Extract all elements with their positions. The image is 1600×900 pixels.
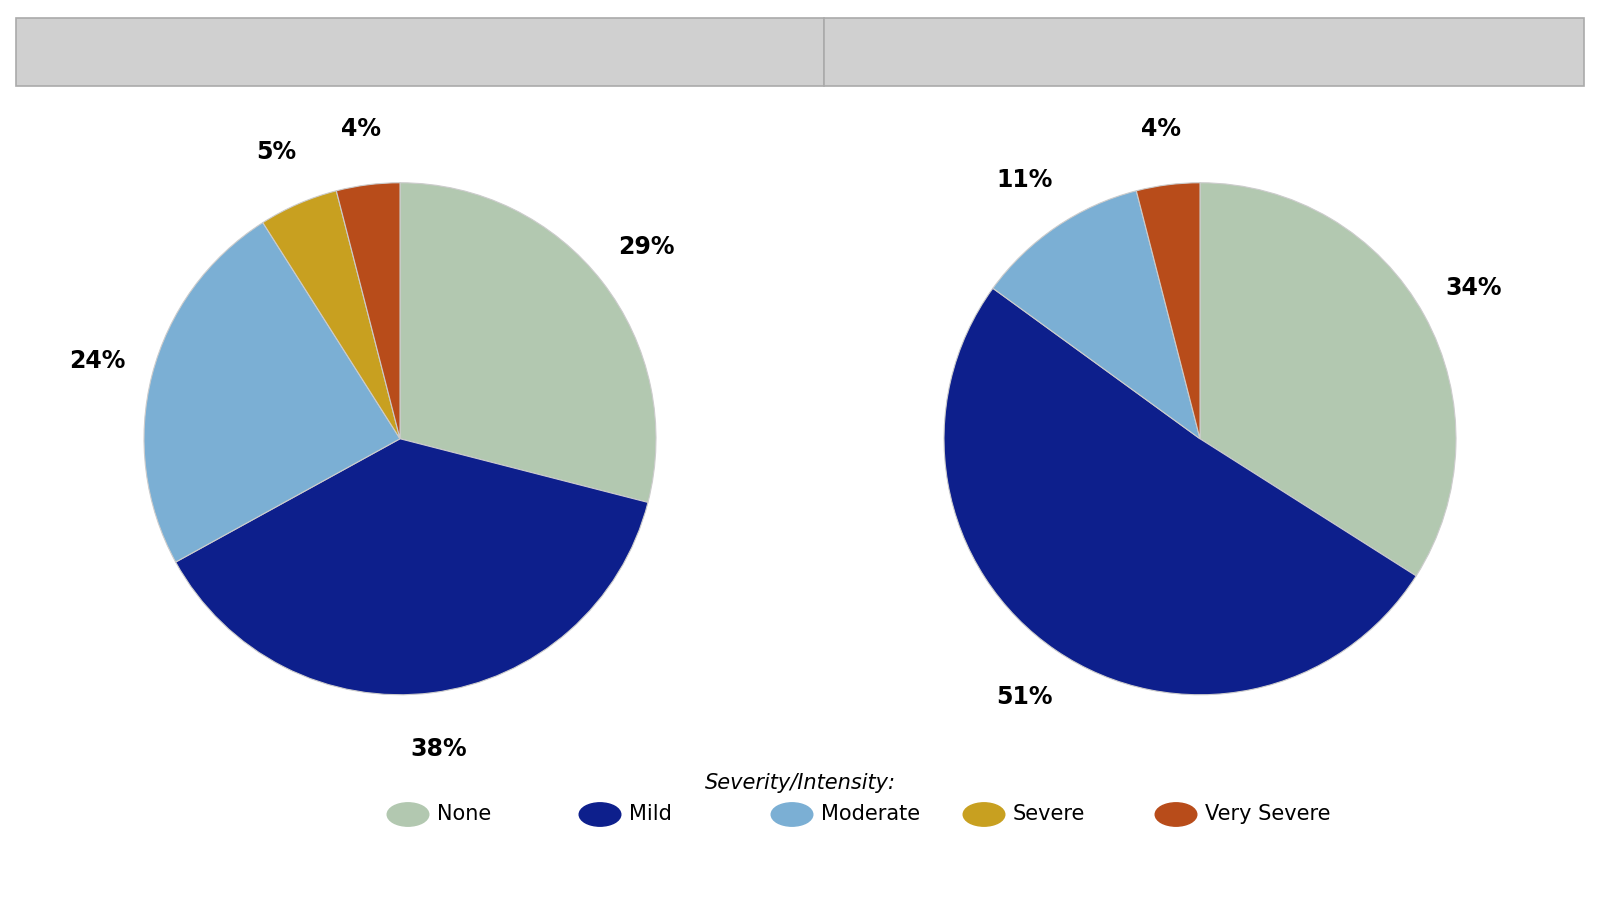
Wedge shape	[400, 183, 656, 502]
Wedge shape	[176, 439, 648, 695]
Text: Chemotherapy: Chemotherapy	[1094, 39, 1314, 65]
Text: 11%: 11%	[997, 168, 1053, 193]
Text: 5%: 5%	[256, 140, 296, 164]
Text: Tagrisso 80 mg: Tagrisso 80 mg	[307, 39, 533, 65]
Wedge shape	[1200, 183, 1456, 576]
Wedge shape	[336, 183, 400, 439]
Wedge shape	[144, 222, 400, 562]
Text: 38%: 38%	[411, 736, 467, 760]
Text: 34%: 34%	[1445, 276, 1502, 301]
Text: 29%: 29%	[619, 235, 675, 259]
Text: None: None	[437, 805, 491, 824]
Text: Mild: Mild	[629, 805, 672, 824]
Text: Severity/Intensity:: Severity/Intensity:	[704, 773, 896, 793]
Text: 4%: 4%	[341, 117, 381, 141]
Text: Severe: Severe	[1013, 805, 1085, 824]
Wedge shape	[944, 288, 1416, 695]
Wedge shape	[994, 191, 1200, 439]
Text: Moderate: Moderate	[821, 805, 920, 824]
Wedge shape	[262, 191, 400, 439]
Text: 4%: 4%	[1141, 117, 1181, 141]
Text: 51%: 51%	[997, 685, 1053, 709]
Text: 24%: 24%	[69, 349, 126, 373]
Text: Very Severe: Very Severe	[1205, 805, 1330, 824]
Wedge shape	[1136, 183, 1200, 439]
